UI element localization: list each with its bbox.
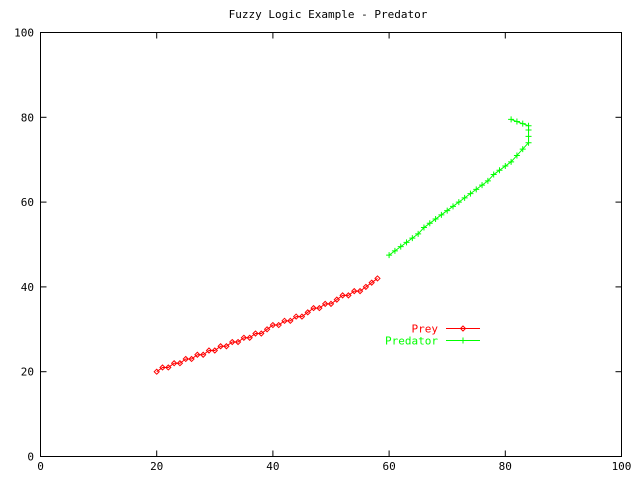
prey-point <box>234 338 242 346</box>
prey-point <box>252 330 259 337</box>
predator-point <box>508 158 515 165</box>
predator-point <box>438 211 445 218</box>
predator-point <box>525 133 532 140</box>
predator-point <box>525 139 532 146</box>
prey-point <box>356 287 364 295</box>
predator-point <box>386 252 393 259</box>
prey-point <box>205 347 213 354</box>
prey-point <box>263 326 271 333</box>
prey-point <box>292 313 300 320</box>
predator-point <box>484 177 491 184</box>
prey-point <box>269 321 277 329</box>
predator-point <box>502 163 509 170</box>
prey-point <box>170 360 178 367</box>
prey-point <box>287 317 294 325</box>
prey-point <box>229 338 236 346</box>
predator-point <box>426 220 433 227</box>
prey-point <box>310 304 317 312</box>
predator-point <box>415 230 422 237</box>
predator-point <box>461 194 468 201</box>
prey-point <box>188 355 195 363</box>
prey-point <box>362 283 370 291</box>
x-tick-label: 100 <box>612 460 632 473</box>
prey-line <box>156 278 378 373</box>
y-tick-label: 60 <box>21 196 34 209</box>
predator-point <box>455 199 462 206</box>
prey-point <box>246 334 253 341</box>
chart-title: Fuzzy Logic Example - Predator <box>229 8 428 21</box>
prey-point <box>368 279 375 286</box>
prey-point <box>165 364 172 371</box>
prey-point <box>333 296 341 303</box>
predator-point <box>519 120 526 127</box>
y-tick-label: 100 <box>14 27 34 40</box>
prey-point <box>258 330 265 337</box>
prey-point <box>223 343 230 350</box>
predator-point <box>513 118 520 125</box>
predator-point <box>420 224 427 231</box>
predator-point <box>403 239 410 246</box>
predator-point <box>432 216 439 223</box>
prey-point <box>281 317 288 325</box>
x-tick-label: 20 <box>150 460 163 473</box>
predator-point <box>473 186 480 193</box>
x-tick-label: 80 <box>499 460 512 473</box>
predator-series <box>386 116 532 259</box>
prey-point <box>298 313 306 320</box>
prey-point <box>339 292 346 299</box>
predator-point <box>496 167 503 174</box>
y-tick-label: 20 <box>21 366 34 379</box>
predator-point <box>391 247 398 254</box>
prey-point <box>182 355 189 363</box>
y-tick-label: 40 <box>21 281 34 294</box>
predator-point <box>450 203 457 210</box>
prey-series <box>153 275 381 375</box>
series-layer <box>153 116 532 375</box>
prey-point <box>275 321 282 329</box>
predator-point <box>508 116 515 123</box>
x-tick-label: 60 <box>382 460 395 473</box>
prey-point <box>374 275 381 282</box>
prey-point <box>153 368 160 375</box>
prey-point <box>176 360 184 367</box>
prey-point <box>159 364 166 371</box>
prey-point <box>304 309 311 316</box>
prey-point <box>327 300 335 308</box>
legend-marker-predator <box>460 337 466 344</box>
prey-point <box>351 287 358 295</box>
predator-line <box>388 118 530 256</box>
prey-point <box>240 334 248 341</box>
legend-label-predator: Predator <box>385 335 438 348</box>
prey-point <box>316 304 323 312</box>
axes: 0 20 40 60 80 100 0 20 40 60 80 100 <box>14 27 631 474</box>
x-tick-label: 40 <box>266 460 279 473</box>
legend-label-prey: Prey <box>412 323 439 336</box>
predator-point <box>467 190 474 197</box>
prey-point <box>321 300 329 308</box>
x-tick-label: 0 <box>37 460 44 473</box>
prey-point <box>194 351 201 358</box>
predator-point <box>479 182 486 189</box>
predator-point <box>397 243 404 250</box>
predator-point <box>519 146 526 153</box>
prey-point <box>199 351 207 358</box>
y-tick-label: 80 <box>21 111 34 124</box>
y-tick-label: 0 <box>27 451 34 464</box>
prey-point <box>211 347 219 354</box>
predator-point <box>490 171 497 178</box>
predator-point <box>444 207 451 214</box>
plot-frame <box>40 32 622 457</box>
predator-point <box>409 235 416 242</box>
predator-point <box>513 152 520 159</box>
legend-marker-prey <box>459 325 467 332</box>
prey-point <box>345 292 352 299</box>
prey-point <box>217 343 224 350</box>
predator-point <box>525 122 532 129</box>
